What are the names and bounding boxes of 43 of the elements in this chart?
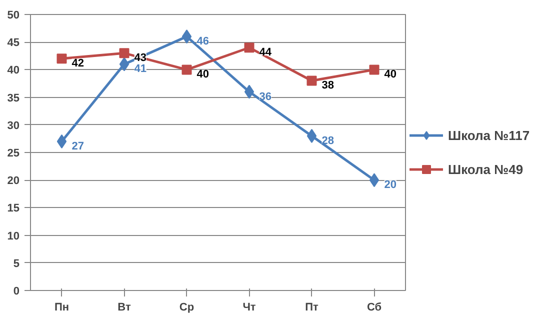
y-tick-label: 0 <box>13 286 20 298</box>
point <box>369 173 380 188</box>
x-tick-label: Сб <box>366 302 382 314</box>
point <box>369 64 380 75</box>
y-tick-label: 40 <box>7 64 20 77</box>
data-label: 43 <box>134 52 146 64</box>
point <box>119 48 130 58</box>
point <box>119 57 130 72</box>
legend-label: Школа №49 <box>448 162 524 176</box>
y-tick-label: 30 <box>7 120 20 132</box>
data-label: 46 <box>196 36 209 48</box>
y-tick-label: 5 <box>13 258 20 270</box>
legend-label: Школа №117 <box>448 128 530 142</box>
data-label: 40 <box>384 68 396 81</box>
point <box>182 64 192 75</box>
x-tick-label: Пн <box>54 302 70 314</box>
y-tick-label: 20 <box>7 175 20 188</box>
data-label: 44 <box>259 46 272 59</box>
data-label: 27 <box>72 140 84 152</box>
point <box>182 30 192 44</box>
data-label: 40 <box>196 68 209 81</box>
data-label: 42 <box>72 58 84 70</box>
point <box>244 42 254 53</box>
y-tick-label: 15 <box>7 202 20 215</box>
data-label: 36 <box>259 90 272 103</box>
point <box>306 128 317 143</box>
y-tick-label: 35 <box>7 92 20 104</box>
data-label: 28 <box>322 134 334 147</box>
y-tick-label: 25 <box>7 148 20 160</box>
point <box>244 84 254 99</box>
x-tick-label: Ср <box>179 302 194 314</box>
x-tick-label: Чт <box>242 302 256 314</box>
x-tick-label: Вт <box>118 302 132 314</box>
point <box>56 134 67 148</box>
point <box>306 76 317 86</box>
data-label: 20 <box>384 179 396 192</box>
point <box>56 54 67 64</box>
data-label: 38 <box>322 80 334 92</box>
y-tick-label: 10 <box>7 230 20 242</box>
y-tick-label: 45 <box>7 37 20 50</box>
data-label: 41 <box>134 63 146 76</box>
x-tick-label: Пт <box>305 302 320 314</box>
y-tick-label: 50 <box>7 10 20 22</box>
